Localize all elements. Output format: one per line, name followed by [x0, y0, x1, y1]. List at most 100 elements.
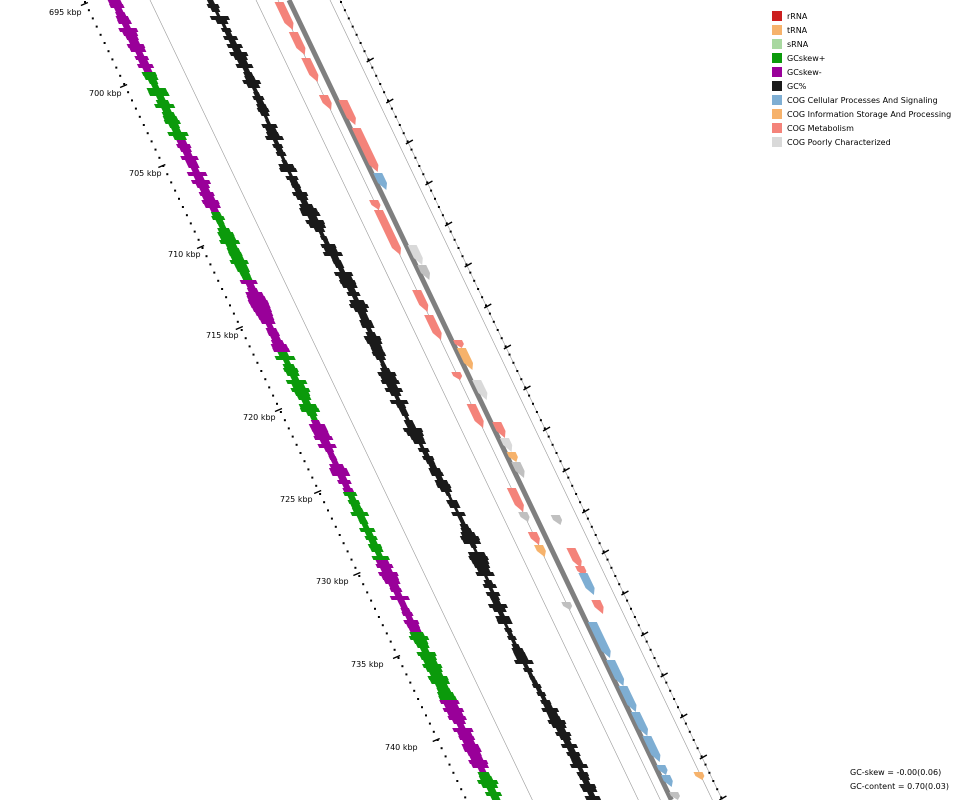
gc-content-segment	[428, 464, 438, 468]
gc-content-segment	[569, 764, 589, 768]
outer-ruler-dot	[535, 411, 538, 413]
gc-content-segment	[353, 308, 369, 312]
ruler-dot	[260, 370, 263, 372]
gc-skew-positive-segment	[422, 664, 443, 668]
gc-content-segment	[359, 316, 370, 320]
gc-content-segment	[577, 768, 585, 772]
gc-content-segment	[469, 544, 478, 548]
gc-content-segment	[506, 636, 517, 640]
ruler-dot	[225, 296, 228, 299]
legend-label-gc-percent: GC%	[787, 81, 807, 91]
gc-content-segment	[425, 460, 436, 464]
ruler-dot	[217, 279, 220, 282]
gc-skew-negative-segment	[125, 36, 139, 40]
gc-skew-positive-segment	[298, 404, 318, 408]
ruler-dot	[91, 17, 94, 20]
outer-ruler-dot	[449, 230, 452, 233]
gc-content-segment	[527, 672, 534, 676]
gc-skew-negative-segment	[115, 12, 127, 16]
gc-skew-negative-segment	[126, 44, 146, 48]
gc-skew-positive-segment	[161, 112, 176, 116]
gene-feature-arrow	[561, 602, 573, 610]
outer-ruler-dot	[343, 9, 346, 12]
gc-skew-positive-segment	[478, 776, 494, 780]
backbone-line	[286, 0, 674, 800]
outer-ruler-dot	[716, 788, 719, 791]
ruler-dot	[229, 304, 231, 307]
outer-ruler-tick	[425, 180, 433, 186]
gc-skew-positive-segment	[241, 276, 253, 280]
gc-content-segment	[543, 704, 553, 708]
gene-feature-arrow	[656, 765, 668, 775]
outer-ruler-dot	[363, 50, 366, 53]
ruler-major-tick	[392, 654, 401, 660]
gc-skew-positive-segment	[148, 80, 159, 84]
gc-skew-negative-segment	[401, 612, 414, 616]
gc-skew-positive-segment	[294, 392, 311, 396]
outer-ruler-dot	[453, 238, 456, 241]
gc-content-segment	[371, 352, 387, 356]
ruler-dot	[197, 238, 200, 241]
gene-feature-arrow	[618, 686, 637, 712]
outer-ruler-tick	[503, 344, 512, 350]
gc-skew-positive-segment	[162, 116, 179, 120]
ruler-dot	[374, 607, 376, 610]
gc-skew-stat: GC-skew = -0.00(0.06)	[850, 768, 942, 777]
outer-ruler-dot	[692, 739, 695, 741]
gene-feature-arrow	[456, 348, 473, 370]
outer-ruler-dot	[465, 263, 468, 266]
gc-content-segment	[462, 540, 482, 544]
ruler-dot	[240, 329, 243, 331]
outer-ruler-dot	[661, 673, 664, 676]
outer-ruler-dot	[583, 509, 585, 512]
outer-ruler-dot	[559, 460, 562, 463]
outer-ruler-dot	[406, 140, 409, 143]
ruler-dot	[99, 33, 102, 36]
ruler-dot	[432, 730, 435, 733]
ruler-major-tick	[313, 489, 322, 495]
legend-swatch-cog-metabolism	[772, 123, 782, 133]
gc-skew-negative-segment	[400, 608, 411, 612]
gc-skew-negative-segment	[260, 320, 276, 324]
legend-swatch-gc-percent	[772, 81, 782, 91]
gc-skew-negative-segment	[377, 572, 399, 576]
gc-content-segment	[220, 28, 232, 32]
ruler-dot	[95, 25, 98, 28]
gc-skew-negative-segment	[328, 468, 349, 472]
outer-ruler-dot	[379, 83, 382, 85]
legend-label-cog-metabolism: COG Metabolism	[787, 123, 854, 133]
ruler-dot	[448, 763, 451, 766]
gc-content-segment	[290, 184, 302, 188]
gc-skew-positive-segment	[282, 364, 296, 368]
gc-content-segment	[484, 576, 490, 580]
outer-ruler-dot	[496, 329, 499, 331]
legend-label-cog-cellular: COG Cellular Processes And Signaling	[787, 95, 938, 105]
gc-skew-negative-segment	[190, 168, 200, 172]
gc-content-segment	[476, 568, 491, 572]
gc-content-segment	[278, 164, 295, 168]
ruler-label-725: 725 kbp	[280, 495, 313, 504]
outer-ruler-dot	[641, 632, 644, 635]
gc-skew-positive-segment	[415, 644, 430, 648]
ruler-dot	[213, 271, 216, 274]
ruler-dot	[377, 616, 380, 618]
ruler-dot	[236, 320, 239, 323]
gc-content-segment	[482, 584, 498, 588]
legend-item-rrna: rRNA	[772, 9, 951, 23]
outer-ruler-dot	[704, 763, 707, 766]
gc-skew-positive-segment	[282, 368, 299, 372]
ruler-dot	[150, 140, 153, 143]
gc-content-segment	[229, 52, 249, 56]
gc-content-segment	[215, 20, 229, 24]
gc-skew-positive-segment	[217, 232, 235, 236]
outer-ruler-dot	[528, 394, 531, 397]
outer-ruler-dot	[485, 304, 487, 307]
gc-content-segment	[448, 504, 461, 508]
gc-skew-track	[107, 0, 503, 800]
gc-skew-negative-segment	[342, 488, 355, 492]
gc-content-segment	[511, 648, 525, 652]
outer-ruler-dot	[563, 468, 566, 471]
gc-skew-positive-segment	[484, 792, 503, 796]
ruler-dot	[311, 476, 314, 479]
gc-content-segment	[436, 484, 452, 488]
